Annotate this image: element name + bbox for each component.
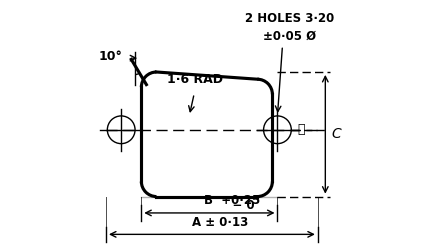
Text: 1·6 RAD: 1·6 RAD — [166, 73, 222, 86]
Text: 10°: 10° — [99, 50, 123, 63]
Text: A ± 0·13: A ± 0·13 — [192, 216, 248, 229]
Text: B  +0·25: B +0·25 — [204, 194, 261, 207]
Text: ±0·05 Ø: ±0·05 Ø — [263, 30, 317, 43]
Text: 2 HOLES 3·20: 2 HOLES 3·20 — [246, 12, 335, 25]
Text: − 0: − 0 — [216, 199, 254, 212]
Text: ℄: ℄ — [297, 123, 305, 136]
Text: C: C — [332, 127, 341, 141]
